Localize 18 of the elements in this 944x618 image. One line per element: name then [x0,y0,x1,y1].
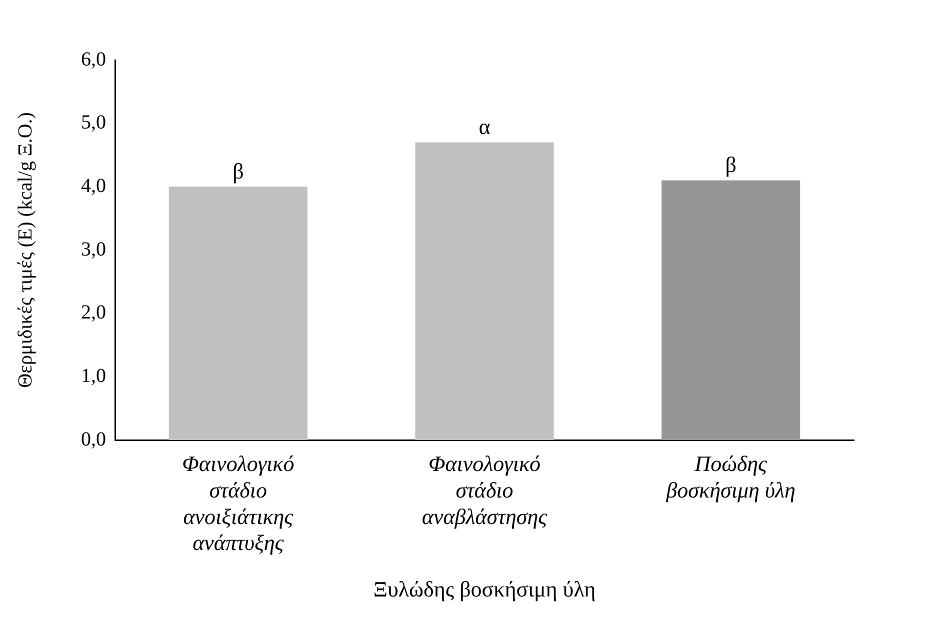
x-axis-title: Ξυλώδης βοσκήσιμη ύλη [373,576,596,602]
bar [415,142,554,440]
annotation: β [725,152,736,178]
bar [662,180,800,440]
x-tick-label: Φαινολογικό στάδιο ανοιξιάτικης ανάπτυξης [182,450,294,556]
y-tick-label: 2,0 [81,302,106,324]
y-tick-label: 6,0 [81,48,106,70]
x-tick-label: Φαινολογικό στάδιο αναβλάστησης [422,450,548,529]
y-tick-label: 3,0 [81,238,106,260]
y-axis-title: Θερμιδικές τιμές (Ε) (kcal/g Ξ.Ο.) [14,112,36,388]
y-tick-label: 4,0 [81,174,106,197]
y-tick-label: 1,0 [81,364,106,387]
bar [168,186,308,440]
y-tick-label: 5,0 [81,112,106,134]
annotation: α [478,114,491,140]
annotation: β [232,158,244,184]
x-tick-label: Ποώδης βοσκήσιμη ύλη [665,450,796,502]
y-tick-label: 0,0 [81,428,106,450]
